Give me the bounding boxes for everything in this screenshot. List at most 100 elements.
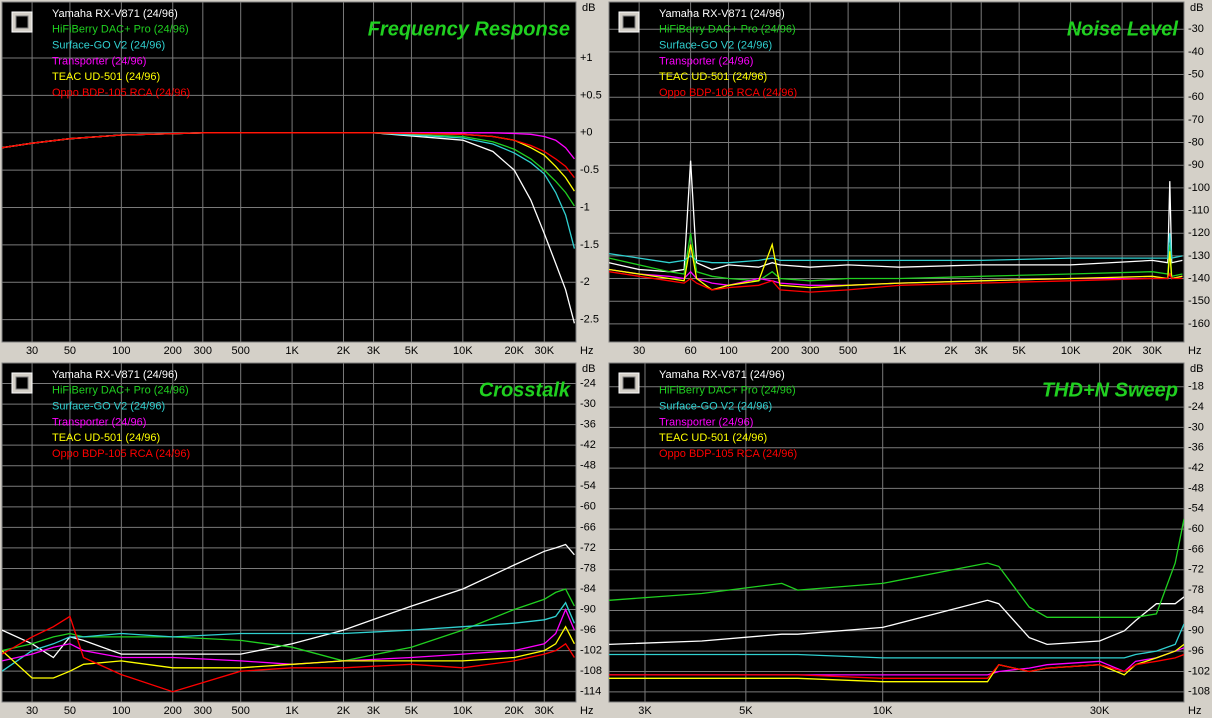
series-line <box>609 233 1183 264</box>
x-tick-label: 30 <box>26 705 38 717</box>
x-tick-label: 20K <box>504 345 524 357</box>
x-tick-label: 30 <box>26 345 38 357</box>
panel: 30 50 100 200 300 500 1K 2K 3K 5K 10K 20K 30K -24 -30 -… <box>1 362 602 717</box>
y-tick-label: -66 <box>580 521 596 533</box>
x-tick-label: 3K <box>367 705 381 717</box>
y-tick-label: -50 <box>1188 68 1204 80</box>
x-unit: Hz <box>1188 705 1201 717</box>
x-tick-label: 100 <box>719 345 737 357</box>
series-line <box>609 653 1184 679</box>
x-tick-label: 30K <box>1090 705 1110 717</box>
x-tick-label: 100 <box>112 345 130 357</box>
legend-label: Transporter (24/96) <box>659 55 753 67</box>
x-tick-label: 300 <box>194 705 212 717</box>
x-tick-label: 10K <box>1061 345 1081 357</box>
chart-title: Frequency Response <box>368 18 570 40</box>
x-tick-label: 200 <box>771 345 789 357</box>
y-tick-label: -30 <box>580 398 596 410</box>
series-line <box>2 132 575 179</box>
x-tick-label: 3K <box>367 345 381 357</box>
y-tick-label: -0.5 <box>580 164 599 176</box>
x-tick-label: 3K <box>638 705 652 717</box>
legend-label: TEAC UD-501 (24/96) <box>659 71 767 83</box>
legend-label: Yamaha RX-V871 (24/96) <box>52 8 178 20</box>
y-tick-label: -120 <box>1188 227 1210 239</box>
x-tick-label: 30K <box>1142 345 1162 357</box>
legend-label: Yamaha RX-V871 (24/96) <box>659 8 785 20</box>
x-tick-label: 500 <box>232 705 250 717</box>
x-tick-label: 500 <box>839 345 857 357</box>
series-line <box>2 615 575 693</box>
legend-label: Oppo BDP-105 RCA (24/96) <box>659 87 797 99</box>
series-line <box>2 543 575 659</box>
y-tick-label: -54 <box>580 480 596 492</box>
panel: 30 60 100 200 300 500 1K 2K 3K 5K 10K 20K 30K -30 -40 -… <box>608 1 1210 357</box>
y-tick-label: +1 <box>580 52 593 64</box>
legend-label: HiFiBerry DAC+ Pro (24/96) <box>52 24 189 36</box>
panel: 3K 5K 10K 30K -18 -24 -30 -36 -42 -48 -54 -60 -66 -72… <box>608 362 1210 717</box>
y-tick-label: -110 <box>1188 204 1209 216</box>
series-line <box>609 623 1184 659</box>
y-tick-label: -30 <box>1188 23 1204 35</box>
plot-area <box>608 362 1185 703</box>
y-tick-label: -90 <box>1188 159 1204 171</box>
y-tick-label: -84 <box>580 583 596 595</box>
x-tick-label: 5K <box>739 705 753 717</box>
y-tick-label: -78 <box>1188 584 1204 596</box>
y-tick-label: -130 <box>1188 250 1210 262</box>
y-unit: dB <box>582 2 595 14</box>
chart-title: Noise Level <box>1067 18 1179 40</box>
y-tick-label: +0 <box>580 127 593 139</box>
y-tick-label: -72 <box>1188 564 1204 576</box>
series-line <box>609 596 1184 646</box>
x-tick-label: 30K <box>535 345 555 357</box>
y-tick-label: -102 <box>1188 665 1210 677</box>
series-line <box>2 625 575 679</box>
y-tick-label: -84 <box>1188 604 1204 616</box>
y-tick-label: -30 <box>1188 421 1204 433</box>
x-tick-label: 2K <box>337 705 351 717</box>
x-tick-label: 300 <box>194 345 212 357</box>
x-tick-label: 10K <box>873 705 893 717</box>
x-tick-label: 5K <box>405 705 419 717</box>
x-tick-label: 50 <box>64 705 76 717</box>
series-line <box>609 160 1183 273</box>
y-tick-label: -108 <box>1188 686 1210 698</box>
legend-label: Yamaha RX-V871 (24/96) <box>659 369 785 381</box>
y-tick-label: -60 <box>1188 523 1204 535</box>
x-tick-label: 3K <box>974 345 988 357</box>
x-tick-label: 300 <box>801 345 819 357</box>
x-tick-label: 2K <box>944 345 958 357</box>
y-tick-label: -100 <box>1188 182 1210 194</box>
x-tick-label: 30 <box>633 345 645 357</box>
x-tick-label: 20K <box>1112 345 1132 357</box>
legend-label: TEAC UD-501 (24/96) <box>52 71 160 83</box>
legend-label: Transporter (24/96) <box>52 416 146 428</box>
legend-label: Yamaha RX-V871 (24/96) <box>52 369 178 381</box>
y-unit: dB <box>582 363 595 375</box>
x-tick-label: 10K <box>453 705 473 717</box>
legend-label: Oppo BDP-105 RCA (24/96) <box>659 448 797 460</box>
x-tick-label: 200 <box>164 345 182 357</box>
y-tick-label: -72 <box>580 542 596 554</box>
panel: 30 50 100 200 300 500 1K 2K 3K 5K 10K 20K 30K +1 +0.5 +… <box>1 1 602 357</box>
series-line <box>2 588 575 662</box>
x-tick-label: 200 <box>164 705 182 717</box>
y-tick-label: -102 <box>580 645 602 657</box>
legend-label: TEAC UD-501 (24/96) <box>52 432 160 444</box>
x-tick-label: 20K <box>504 705 524 717</box>
y-tick-label: -2 <box>580 276 590 288</box>
y-tick-label: -60 <box>580 501 596 513</box>
series-line <box>609 518 1184 618</box>
legend-label: Transporter (24/96) <box>659 416 753 428</box>
y-tick-label: +0.5 <box>580 89 602 101</box>
x-tick-label: 500 <box>232 345 250 357</box>
legend-icon-inner <box>15 376 29 390</box>
y-tick-label: -1.5 <box>580 239 599 251</box>
y-tick-label: -36 <box>1188 442 1204 454</box>
legend-label: HiFiBerry DAC+ Pro (24/96) <box>659 24 796 36</box>
y-tick-label: -24 <box>580 377 596 389</box>
y-tick-label: -1 <box>580 201 590 213</box>
